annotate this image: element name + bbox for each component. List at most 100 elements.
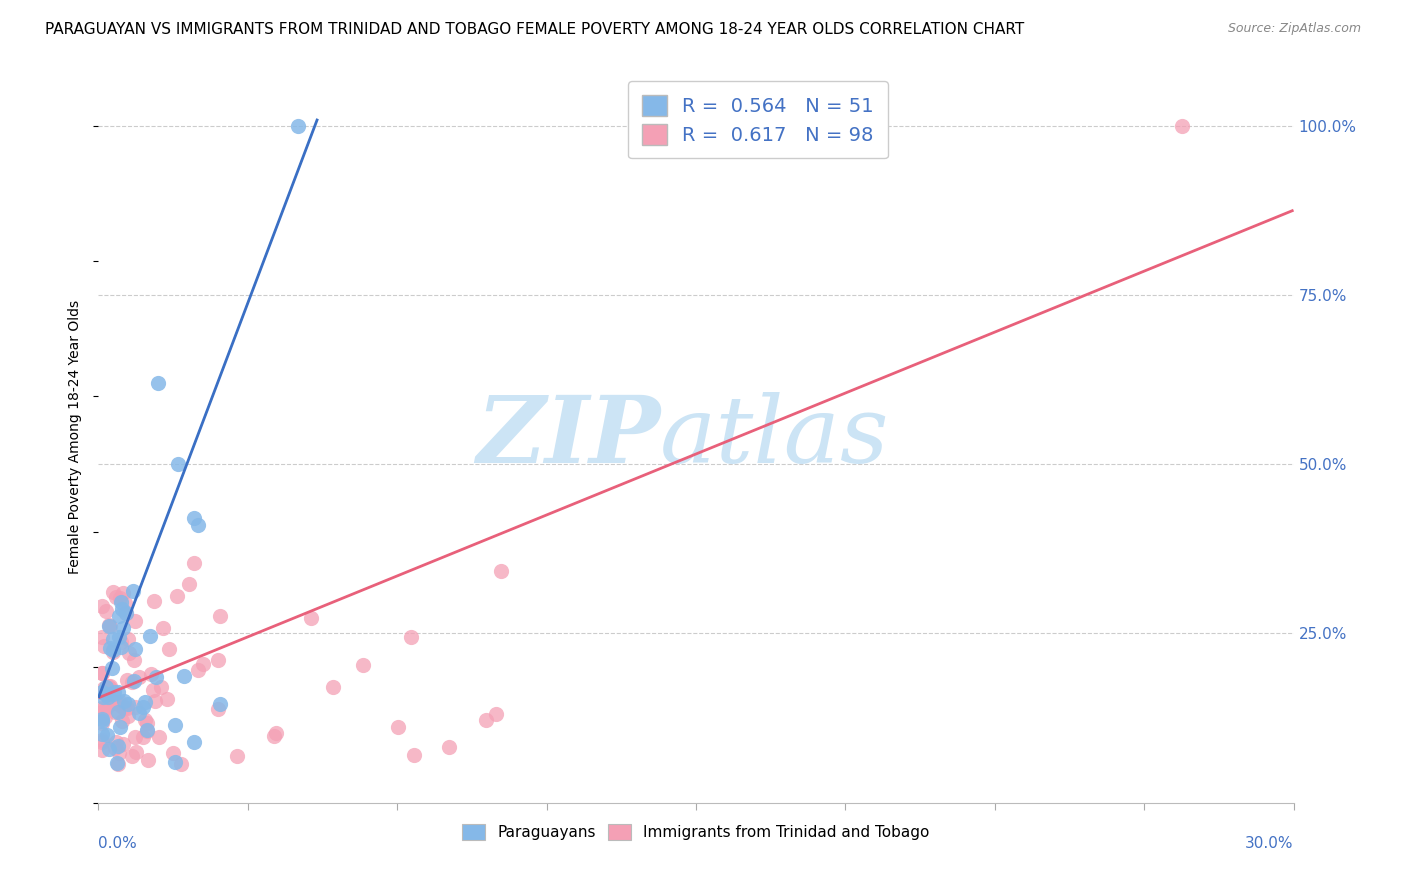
Legend: Paraguayans, Immigrants from Trinidad and Tobago: Paraguayans, Immigrants from Trinidad an… xyxy=(456,818,936,847)
Point xyxy=(145,670,167,684)
Point xyxy=(134,713,156,727)
Point xyxy=(91,712,114,726)
Point xyxy=(207,653,229,667)
Point xyxy=(134,695,156,709)
Point xyxy=(110,635,132,649)
Point xyxy=(101,632,124,646)
Point xyxy=(91,665,114,680)
Point xyxy=(104,741,127,756)
Point xyxy=(112,621,135,635)
Point xyxy=(91,630,114,644)
Point xyxy=(91,733,114,747)
Point xyxy=(91,690,114,704)
Point xyxy=(91,727,114,741)
Point xyxy=(142,594,165,608)
Point xyxy=(124,614,146,628)
Text: PARAGUAYAN VS IMMIGRANTS FROM TRINIDAD AND TOBAGO FEMALE POVERTY AMONG 18-24 YEA: PARAGUAYAN VS IMMIGRANTS FROM TRINIDAD A… xyxy=(45,22,1024,37)
Point xyxy=(135,715,157,730)
Text: 0.0%: 0.0% xyxy=(98,836,138,851)
Point xyxy=(226,748,249,763)
Point xyxy=(91,666,114,681)
Point xyxy=(97,690,120,704)
Point xyxy=(105,756,128,770)
Point xyxy=(114,596,136,610)
Point xyxy=(163,756,186,770)
Point xyxy=(98,618,121,632)
Point xyxy=(122,673,145,688)
Point xyxy=(114,700,136,714)
Point xyxy=(131,699,153,714)
Text: atlas: atlas xyxy=(661,392,890,482)
Point xyxy=(399,631,422,645)
Point xyxy=(111,602,134,616)
Point xyxy=(162,746,184,760)
Point xyxy=(142,683,165,698)
Point xyxy=(122,652,145,666)
Point xyxy=(108,630,131,644)
Point xyxy=(152,621,174,635)
Point xyxy=(437,740,460,755)
Point xyxy=(103,645,125,659)
Point xyxy=(101,695,124,709)
Point xyxy=(157,641,180,656)
Point xyxy=(191,657,214,671)
Point xyxy=(98,619,121,633)
Point xyxy=(489,564,512,578)
Point xyxy=(112,586,135,600)
Point xyxy=(103,696,125,710)
Point xyxy=(117,697,139,711)
Point xyxy=(94,680,117,694)
Point xyxy=(135,723,157,737)
Point xyxy=(264,726,287,740)
Point xyxy=(170,756,193,771)
Point xyxy=(96,699,118,714)
Point xyxy=(118,646,141,660)
Point xyxy=(103,685,125,699)
Point xyxy=(93,700,115,714)
Point xyxy=(91,685,114,699)
Point xyxy=(166,590,188,604)
Point xyxy=(173,668,195,682)
Point xyxy=(97,690,120,705)
Point xyxy=(149,681,172,695)
Point xyxy=(107,609,129,624)
Point xyxy=(207,702,229,716)
Point xyxy=(115,606,138,620)
Point xyxy=(101,687,124,701)
Point xyxy=(136,753,159,767)
Point xyxy=(108,720,131,734)
Point xyxy=(124,700,146,714)
Point xyxy=(104,734,127,748)
Point xyxy=(485,706,508,721)
Point xyxy=(91,700,114,714)
Point xyxy=(112,737,135,751)
Point xyxy=(124,731,146,745)
Point xyxy=(387,720,409,734)
Point xyxy=(103,642,125,657)
Point xyxy=(97,679,120,693)
Point xyxy=(110,698,132,713)
Point xyxy=(101,661,124,675)
Point xyxy=(183,556,205,570)
Point xyxy=(209,697,232,711)
Point xyxy=(108,591,131,605)
Point xyxy=(93,639,115,653)
Point xyxy=(163,718,186,732)
Point xyxy=(98,681,121,695)
Point xyxy=(121,674,143,689)
Point xyxy=(128,670,150,684)
Point xyxy=(107,706,129,720)
Point xyxy=(98,618,121,632)
Point xyxy=(187,518,209,533)
Point xyxy=(111,714,134,728)
Point xyxy=(98,679,121,693)
Point xyxy=(117,709,139,723)
Point xyxy=(287,119,309,133)
Point xyxy=(114,606,136,620)
Point xyxy=(136,723,159,738)
Point xyxy=(121,583,143,598)
Point xyxy=(148,730,170,744)
Point xyxy=(91,735,114,749)
Point xyxy=(299,611,322,625)
Point xyxy=(139,667,162,681)
